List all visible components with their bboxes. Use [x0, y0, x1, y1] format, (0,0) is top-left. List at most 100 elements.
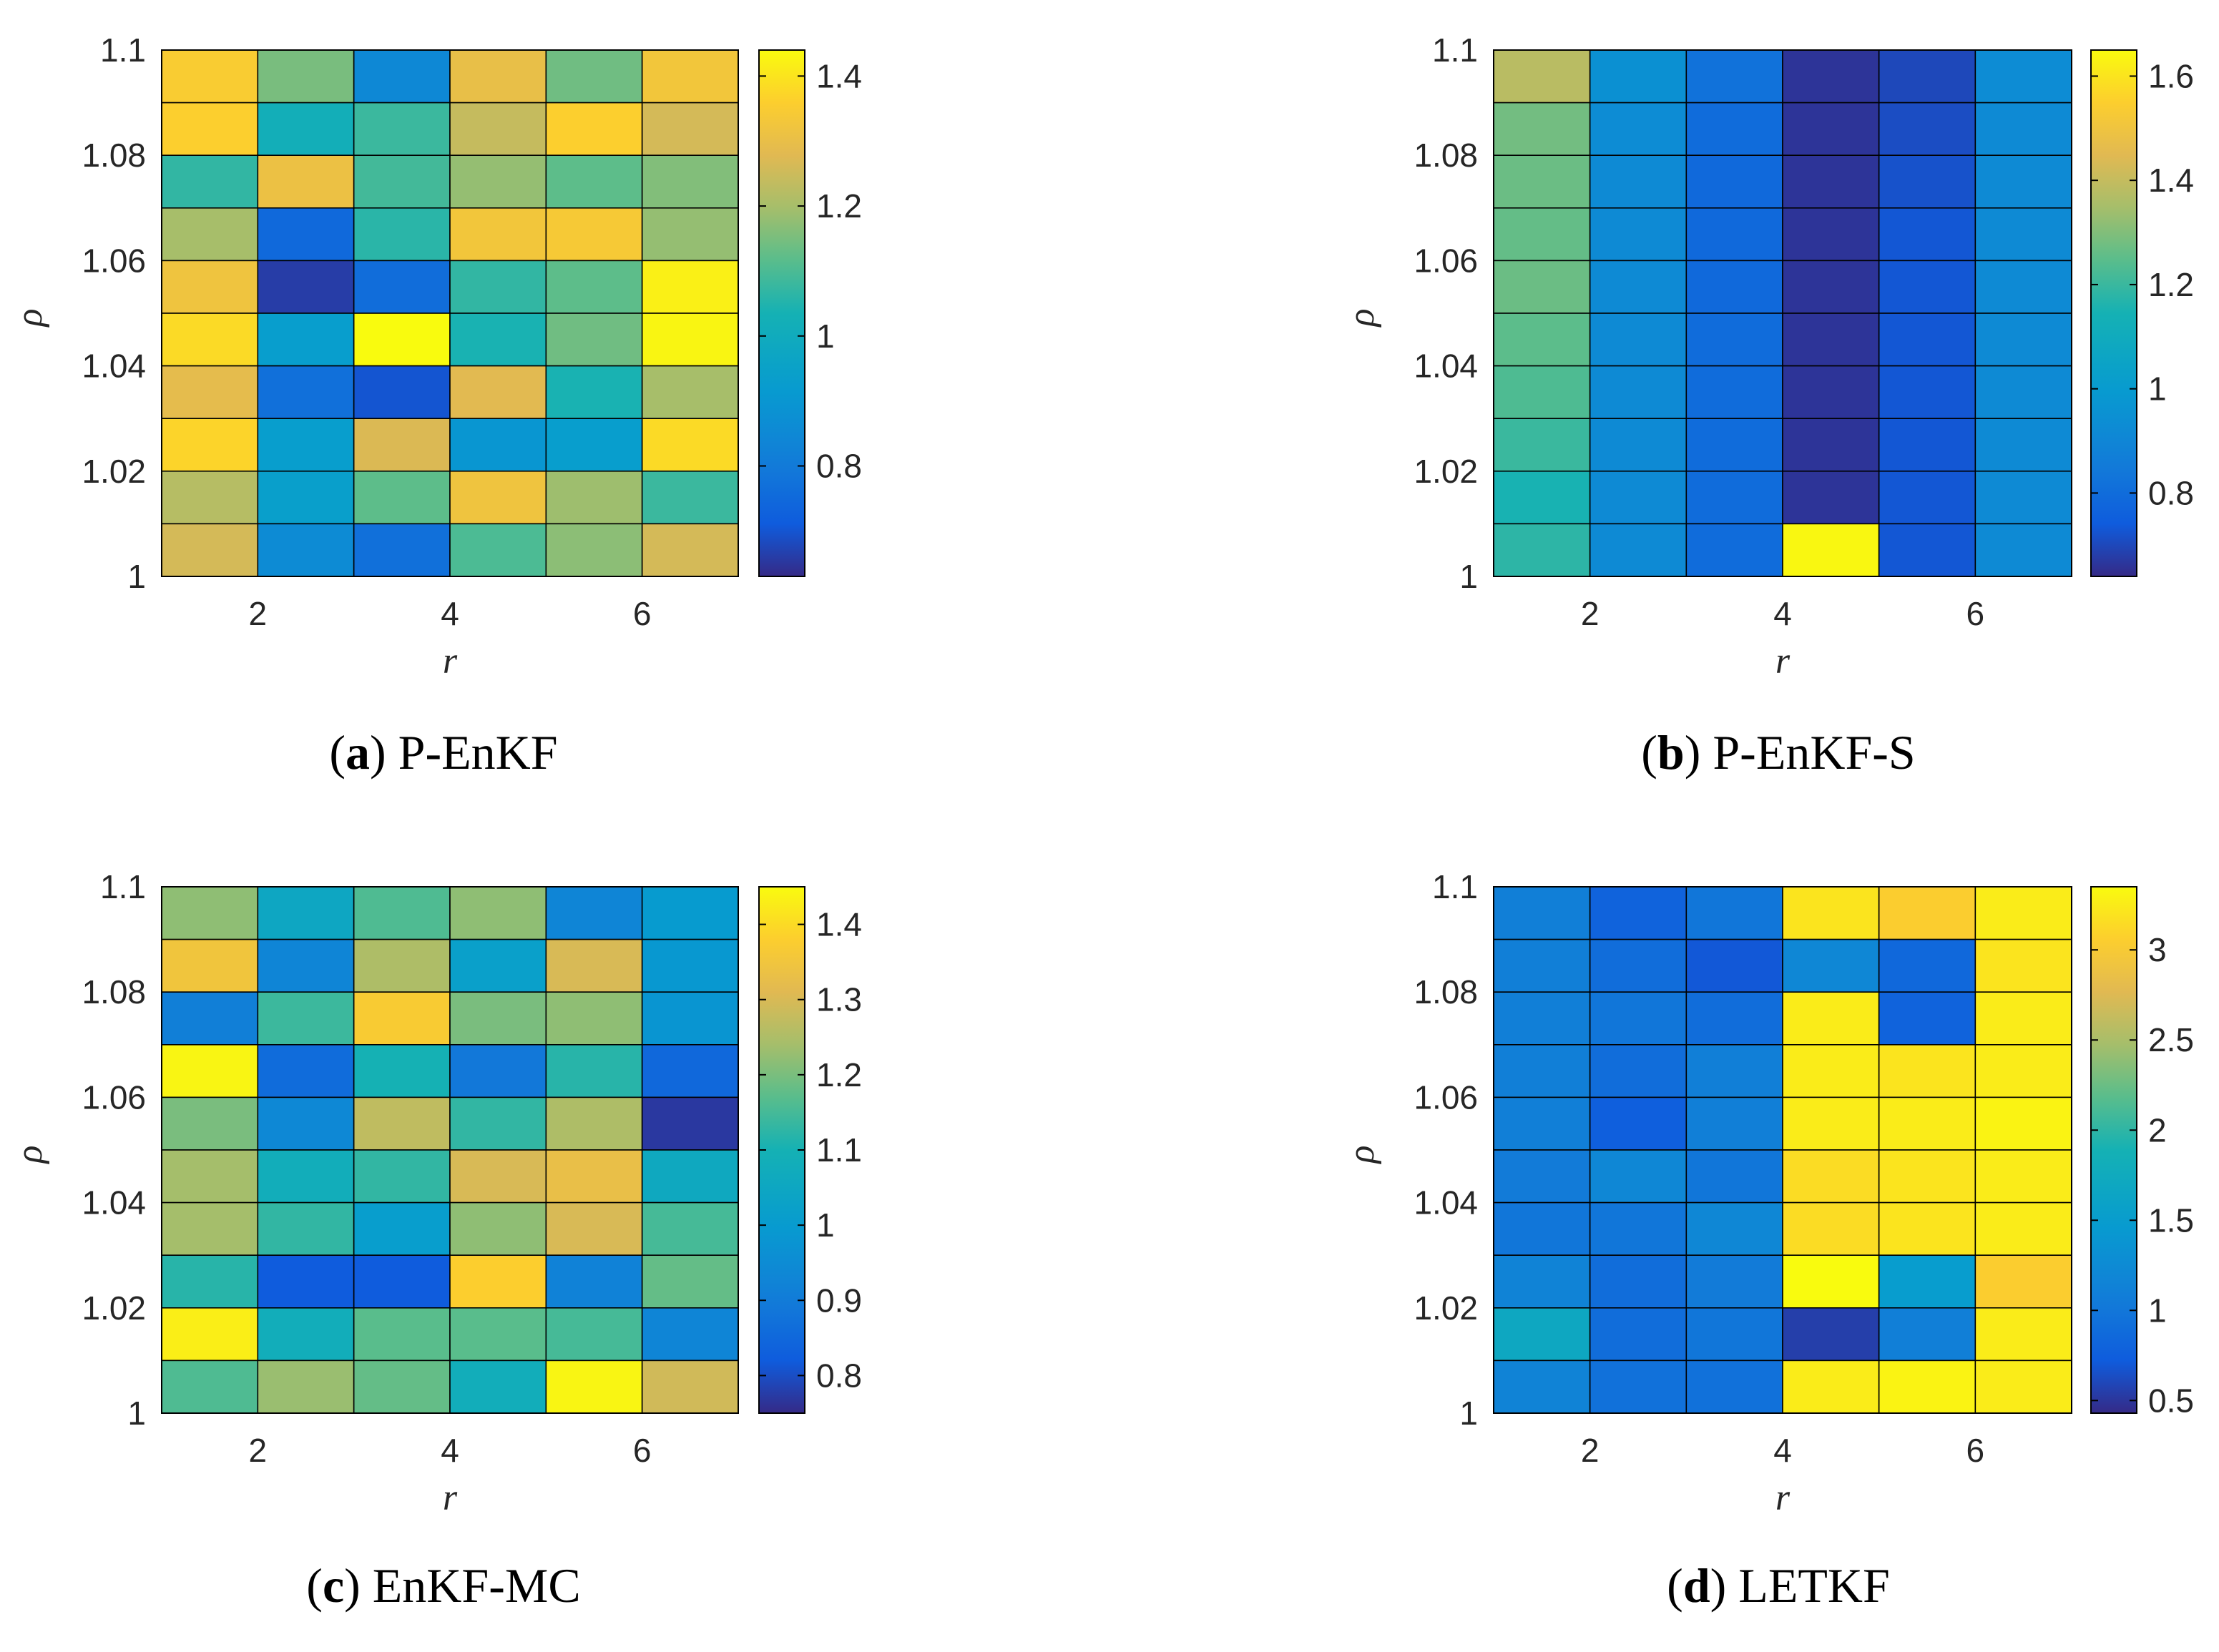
heatmap-cell	[1974, 313, 2072, 367]
heatmap-cell	[1974, 260, 2072, 314]
heatmap-cell	[1878, 1044, 1976, 1098]
heatmap-cell	[1685, 102, 1783, 157]
panel-a: 2 4 6 1 1.02 1.04 1.06 1.08 1.1 r ρ 0.8 1 1.2 1.4 (a) P…	[9, 31, 862, 780]
heatmap-cell	[545, 1044, 643, 1098]
heatmap-cell	[449, 470, 547, 525]
heatmap-cell	[257, 49, 355, 104]
heatmap-cell	[1782, 1149, 1880, 1204]
heatmap-cell	[1974, 1254, 2072, 1309]
heatmap-cells	[161, 886, 739, 1414]
heatmap-cell	[257, 418, 355, 472]
y-tick-label: 1.02	[82, 453, 146, 490]
heatmap-cell	[1685, 207, 1783, 262]
heatmap-cell	[353, 1201, 451, 1256]
heatmap-cell	[1493, 154, 1591, 209]
y-tick-label: 1	[127, 1395, 146, 1432]
y-axis-label: ρ	[1341, 309, 1382, 328]
heatmap-cell	[1493, 1044, 1591, 1098]
heatmap-cell	[1685, 470, 1783, 525]
heatmap-cell	[1685, 1201, 1783, 1256]
y-tick-label: 1.06	[1414, 1078, 1478, 1116]
heatmap-cell	[257, 1096, 355, 1151]
heatmap-cell	[1685, 49, 1783, 104]
heatmap-cell	[1878, 102, 1976, 157]
heatmap-cell	[545, 1149, 643, 1204]
heatmap-cell	[449, 102, 547, 157]
heatmap-cell	[1974, 1149, 2072, 1204]
colorbar-tick-label: 0.8	[2148, 474, 2194, 511]
heatmap-cell	[1589, 886, 1687, 940]
heatmap-cell	[1589, 1044, 1687, 1098]
heatmap-cell	[641, 418, 739, 472]
heatmap-cell	[545, 470, 643, 525]
panel-caption: (c) EnKF-MC	[306, 1558, 580, 1613]
heatmap-cell	[449, 418, 547, 472]
heatmap-cell	[545, 991, 643, 1046]
heatmap-cell	[545, 365, 643, 420]
heatmap-cell	[1493, 523, 1591, 577]
panel-caption: (a) P-EnKF	[329, 725, 557, 780]
panel-letter: d	[1683, 1558, 1710, 1613]
heatmap-cell	[1878, 1149, 1976, 1204]
heatmap-cell	[257, 1149, 355, 1204]
heatmap-cell	[1589, 1201, 1687, 1256]
heatmap-cell	[449, 1254, 547, 1309]
heatmap-cell	[641, 470, 739, 525]
heatmap-cell	[1589, 1254, 1687, 1309]
heatmap-cell	[1782, 1044, 1880, 1098]
x-axis-label: r	[1775, 1478, 1791, 1518]
heatmap-cell	[641, 886, 739, 940]
heatmap-cell	[1493, 470, 1591, 525]
heatmap-cell	[161, 313, 259, 367]
heatmap-cell	[1685, 260, 1783, 314]
heatmap-cell	[449, 154, 547, 209]
x-axis-label: r	[443, 1478, 458, 1518]
y-tick-label: 1.1	[100, 31, 146, 69]
heatmap-cell	[1974, 886, 2072, 940]
heatmap-cell	[1878, 1360, 1976, 1414]
heatmap-cell	[161, 154, 259, 209]
heatmap-cell	[257, 470, 355, 525]
heatmap-cell	[1493, 1149, 1591, 1204]
heatmap-cell	[1493, 365, 1591, 420]
colorbar-tick-label: 1	[2148, 370, 2167, 408]
x-tick-label: 2	[249, 595, 268, 632]
heatmap-cell	[1589, 470, 1687, 525]
heatmap-cell	[353, 154, 451, 209]
heatmap-cell	[545, 1201, 643, 1256]
heatmap-cell	[641, 523, 739, 577]
heatmap-cell	[1589, 523, 1687, 577]
heatmap-cell	[1878, 1254, 1976, 1309]
heatmap-cell	[353, 260, 451, 314]
heatmap-cell	[1493, 938, 1591, 993]
x-tick-label: 6	[1966, 1432, 1985, 1469]
y-tick-label: 1.06	[82, 1078, 146, 1116]
heatmap-cell	[161, 260, 259, 314]
heatmap-cell	[545, 207, 643, 262]
heatmap-cell	[1878, 313, 1976, 367]
heatmap-cell	[1974, 470, 2072, 525]
heatmap-cell	[257, 1254, 355, 1309]
heatmap-cell	[161, 1307, 259, 1362]
plot-frame	[161, 886, 739, 1414]
colorbar-tick-label: 0.9	[816, 1282, 862, 1319]
heatmap-cell	[257, 1307, 355, 1362]
heatmap-cell	[1974, 938, 2072, 993]
y-axis-label: ρ	[1341, 1146, 1382, 1165]
heatmap-cell	[353, 418, 451, 472]
heatmap-cell	[1878, 207, 1976, 262]
heatmap-cell	[641, 1201, 739, 1256]
heatmap-cell	[353, 1096, 451, 1151]
heatmap-cell	[353, 365, 451, 420]
panel-caption: (d) LETKF	[1667, 1558, 1890, 1613]
heatmap-cell	[161, 49, 259, 104]
heatmap-cell	[1878, 1201, 1976, 1256]
x-tick-label: 2	[249, 1432, 268, 1469]
heatmap-cell	[1782, 49, 1880, 104]
heatmap-cells	[1493, 886, 2072, 1414]
heatmap-cell	[545, 523, 643, 577]
heatmap-cell	[545, 938, 643, 993]
heatmap-cell	[1782, 313, 1880, 367]
y-tick-label: 1.06	[1414, 242, 1478, 279]
heatmap-cell	[1589, 102, 1687, 157]
